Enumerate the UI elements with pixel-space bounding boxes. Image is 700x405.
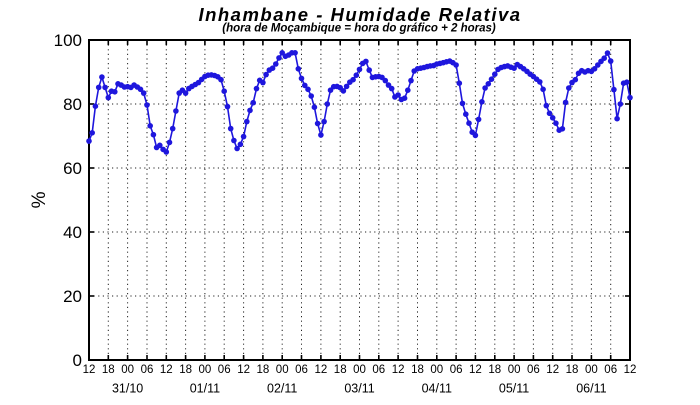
svg-text:20: 20	[63, 287, 82, 306]
svg-text:(hora de Moçambique = hora do: (hora de Moçambique = hora do gráfico + …	[222, 23, 496, 35]
svg-text:00: 00	[585, 364, 598, 376]
svg-text:00: 00	[276, 364, 289, 376]
svg-text:00: 00	[430, 364, 443, 376]
svg-text:12: 12	[237, 364, 250, 376]
svg-text:80: 80	[63, 95, 82, 114]
svg-text:12: 12	[624, 364, 637, 376]
svg-text:18: 18	[566, 364, 579, 376]
svg-text:18: 18	[411, 364, 424, 376]
svg-text:31/10: 31/10	[112, 382, 143, 396]
svg-text:00: 00	[353, 364, 366, 376]
svg-text:%: %	[29, 191, 50, 208]
svg-text:18: 18	[334, 364, 347, 376]
svg-text:05/11: 05/11	[499, 382, 529, 396]
svg-text:18: 18	[179, 364, 192, 376]
svg-text:01/11: 01/11	[190, 382, 220, 396]
svg-text:100: 100	[54, 31, 82, 50]
svg-text:06: 06	[295, 364, 308, 376]
svg-text:0: 0	[73, 351, 82, 370]
svg-text:06: 06	[527, 364, 540, 376]
svg-text:12: 12	[160, 364, 173, 376]
svg-text:00: 00	[121, 364, 134, 376]
svg-text:40: 40	[63, 223, 82, 242]
svg-text:12: 12	[392, 364, 405, 376]
svg-text:06: 06	[604, 364, 617, 376]
svg-text:60: 60	[63, 159, 82, 178]
svg-text:Inhambane - Humidade Relativa: Inhambane - Humidade Relativa	[198, 4, 521, 25]
svg-text:18: 18	[488, 364, 501, 376]
svg-text:00: 00	[508, 364, 521, 376]
svg-text:06: 06	[218, 364, 231, 376]
svg-text:00: 00	[199, 364, 212, 376]
svg-text:12: 12	[469, 364, 482, 376]
svg-text:06/11: 06/11	[576, 382, 606, 396]
svg-text:18: 18	[102, 364, 115, 376]
svg-text:12: 12	[83, 364, 96, 376]
svg-text:18: 18	[257, 364, 270, 376]
svg-text:04/11: 04/11	[422, 382, 452, 396]
svg-text:06: 06	[141, 364, 154, 376]
svg-text:03/11: 03/11	[344, 382, 374, 396]
svg-text:12: 12	[315, 364, 328, 376]
svg-text:06: 06	[450, 364, 463, 376]
svg-text:12: 12	[546, 364, 559, 376]
svg-text:02/11: 02/11	[267, 382, 297, 396]
svg-text:06: 06	[372, 364, 385, 376]
